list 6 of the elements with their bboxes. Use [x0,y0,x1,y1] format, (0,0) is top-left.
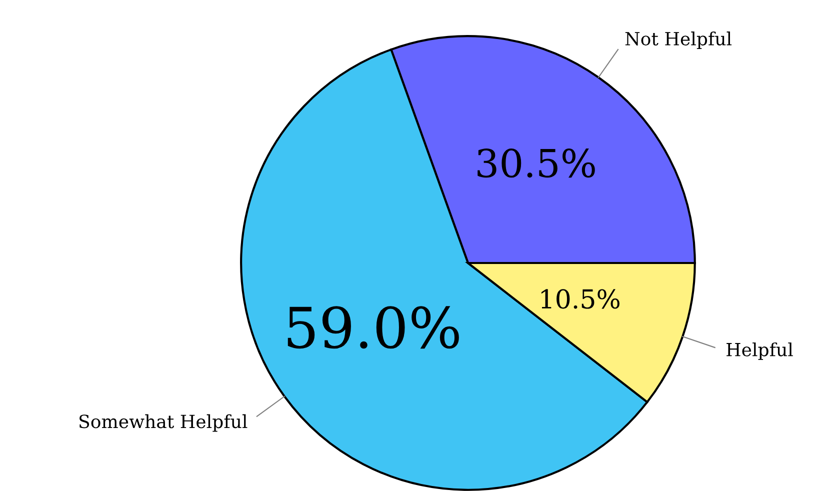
slice-label: Somewhat Helpful [80,414,248,432]
data-label: 59.0% [288,306,459,349]
slice-label: Not Helpful [625,32,732,50]
slice-label: Helpful [726,342,793,360]
data-label: 30.5% [478,148,595,178]
data-label: 10.5% [541,289,620,309]
